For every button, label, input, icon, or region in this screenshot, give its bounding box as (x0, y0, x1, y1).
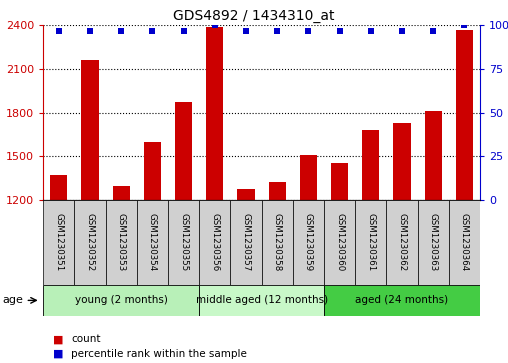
Bar (106, 200, 137, 285)
Bar (43, 200, 74, 285)
Text: aged (24 months): aged (24 months) (356, 295, 449, 305)
Point (273, 28, 281, 33)
Bar (168, 200, 199, 285)
Bar (394, 123, 410, 200)
Bar (425, 111, 442, 200)
Text: GSM1230356: GSM1230356 (210, 213, 219, 272)
Text: GSM1230355: GSM1230355 (179, 213, 188, 272)
Point (211, 23, 219, 28)
Bar (199, 285, 324, 316)
Text: GSM1230362: GSM1230362 (398, 213, 406, 272)
Text: GSM1230364: GSM1230364 (460, 213, 469, 272)
Text: count: count (71, 334, 101, 344)
Text: GSM1230358: GSM1230358 (273, 213, 282, 272)
Bar (262, 200, 293, 285)
Text: GSM1230360: GSM1230360 (335, 213, 344, 272)
Bar (74, 200, 106, 285)
Text: GSM1230361: GSM1230361 (366, 213, 375, 272)
Point (242, 28, 250, 33)
Bar (137, 200, 168, 285)
Bar (269, 182, 286, 200)
Bar (43, 285, 199, 316)
Bar (113, 186, 130, 200)
Point (86, 28, 94, 33)
Point (117, 28, 125, 33)
Bar (324, 200, 355, 285)
Bar (81, 60, 99, 200)
Text: age: age (3, 295, 23, 305)
Text: GSM1230363: GSM1230363 (429, 213, 438, 272)
Point (429, 28, 437, 33)
Text: GSM1230353: GSM1230353 (117, 213, 125, 272)
Text: GSM1230352: GSM1230352 (85, 213, 94, 272)
Text: GSM1230354: GSM1230354 (148, 213, 157, 272)
Text: percentile rank within the sample: percentile rank within the sample (71, 349, 247, 359)
Bar (231, 200, 262, 285)
Bar (387, 200, 418, 285)
Point (460, 23, 468, 28)
Bar (456, 30, 473, 200)
Text: ■: ■ (53, 349, 64, 359)
Point (367, 28, 375, 33)
Point (304, 28, 312, 33)
Point (336, 28, 344, 33)
Bar (449, 200, 480, 285)
Bar (237, 189, 255, 200)
Bar (300, 155, 317, 200)
Text: GSM1230359: GSM1230359 (304, 213, 313, 272)
Bar (418, 200, 449, 285)
Bar (324, 285, 480, 316)
Text: ■: ■ (53, 334, 64, 344)
Point (398, 28, 406, 33)
Bar (355, 200, 387, 285)
Bar (199, 200, 231, 285)
Bar (293, 200, 324, 285)
Bar (50, 175, 68, 200)
Bar (206, 27, 224, 200)
Text: GDS4892 / 1434310_at: GDS4892 / 1434310_at (173, 9, 335, 23)
Bar (331, 163, 348, 200)
Point (55, 28, 63, 33)
Bar (144, 142, 161, 200)
Text: GSM1230351: GSM1230351 (54, 213, 64, 272)
Bar (362, 130, 379, 200)
Text: young (2 months): young (2 months) (75, 295, 168, 305)
Text: middle aged (12 months): middle aged (12 months) (196, 295, 328, 305)
Text: GSM1230357: GSM1230357 (241, 213, 250, 272)
Bar (175, 102, 192, 200)
Point (148, 28, 156, 33)
Point (179, 28, 187, 33)
